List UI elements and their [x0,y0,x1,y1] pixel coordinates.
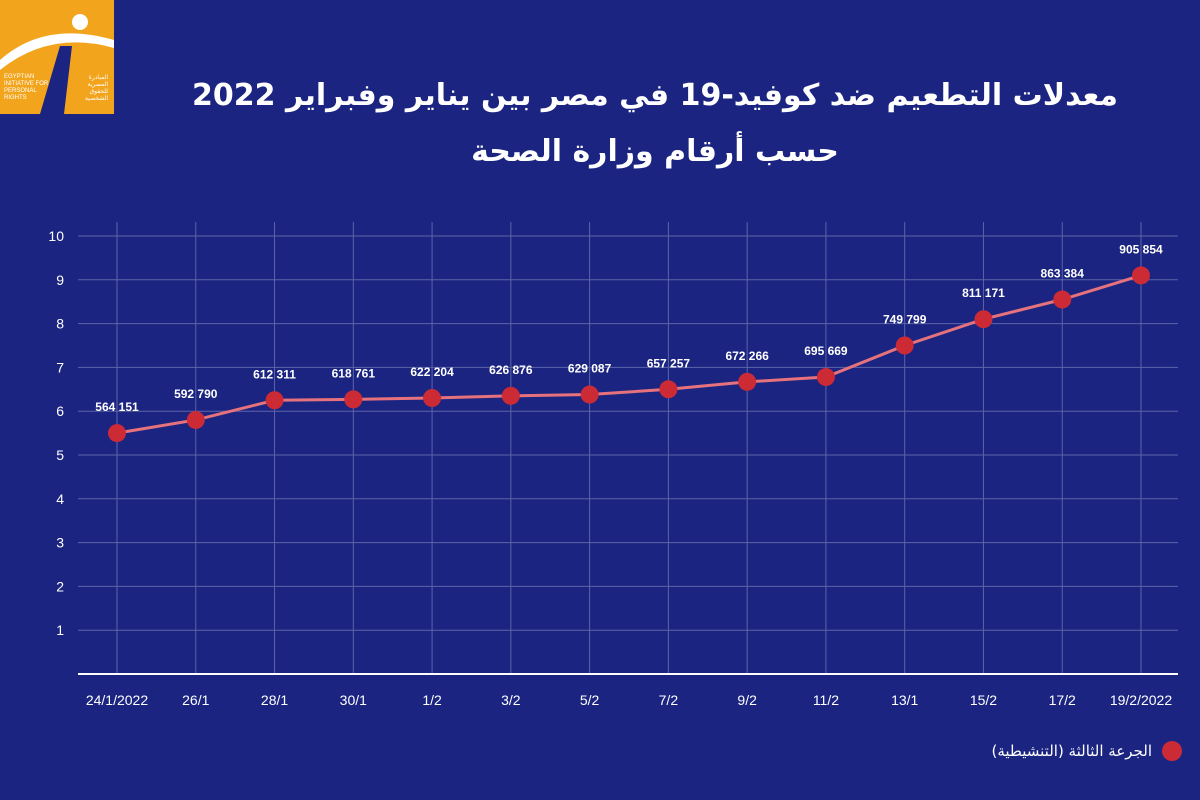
y-tick-label: 1 [56,622,64,638]
x-tick-label: 11/2 [813,692,839,708]
y-tick-label: 7 [56,359,64,375]
data-label: 612 311 [253,367,296,381]
x-tick-label: 19/2/2022 [1110,692,1172,708]
data-point [108,424,126,443]
data-label: 905 854 [1119,242,1163,256]
legend: الجرعة الثالثة (التنشيطية) [992,741,1182,761]
data-point [895,336,914,355]
x-tick-label: 24/1/2022 [86,692,148,708]
data-label: 629 087 [568,362,612,376]
y-tick-label: 3 [56,535,64,551]
data-point [738,372,757,391]
series-line [116,273,1142,435]
x-tick-label: 26/1 [182,692,209,708]
road-person-logo-icon [0,14,114,114]
eipr-logo: EGYPTIAN INITIATIVE FOR PERSONAL RIGHTS … [0,0,114,114]
data-point [659,380,678,399]
chart-subtitle: حسب أرقام وزارة الصحة [471,134,839,169]
x-tick-label: 9/2 [737,692,757,708]
logo-text-en: EGYPTIAN INITIATIVE FOR PERSONAL RIGHTS [4,74,49,101]
data-point [580,385,599,404]
data-label: 749 799 [883,313,927,327]
data-point [186,410,205,429]
data-point [265,391,284,410]
x-tick-label: 15/2 [970,692,997,708]
y-tick-label: 5 [56,447,64,463]
axes: 1 2 3 4 5 6 7 8 9 10 24/1/2022 26/1 28/1 30/1 1/2 3/2 5/… [48,228,1178,708]
grid-lines [78,222,1178,674]
x-tick-label: 7/2 [659,692,679,708]
logo-text-ar: المبادرة المصرية للحقوق الشخصية [85,74,108,102]
data-label: 564 151 [95,400,139,414]
x-tick-label: 17/2 [1049,692,1076,708]
x-tick-label: 5/2 [580,692,600,708]
y-tick-label: 4 [56,491,64,507]
x-tick-label: 30/1 [340,692,367,708]
x-tick-label: 13/1 [891,692,918,708]
data-point [974,310,993,329]
data-label: 657 257 [647,356,691,370]
data-label: 622 204 [410,365,454,379]
chart-title: معدلات التطعيم ضد كوفيد-19 في مصر بين ين… [192,78,1118,113]
data-point [344,390,363,409]
data-point [1053,290,1072,309]
data-label: 592 790 [174,387,218,401]
y-tick-label: 6 [56,403,64,419]
data-point [1132,266,1150,285]
data-label: 811 171 [962,286,1005,300]
y-tick-label: 9 [56,272,64,288]
data-point [501,386,520,405]
legend-marker [1162,741,1182,761]
legend-label: الجرعة الثالثة (التنشيطية) [991,742,1152,760]
data-label: 863 384 [1041,267,1085,281]
series-points: 564 151 592 790 612 311 618 761 622 204 626 8… [95,242,1163,443]
x-tick-label: 3/2 [501,692,521,708]
x-tick-label: 28/1 [261,692,288,708]
y-tick-label: 2 [56,578,64,594]
data-label: 618 761 [332,366,376,380]
data-point [423,389,442,408]
y-tick-label: 8 [56,316,64,332]
series-line-layer [116,273,1142,435]
data-point [816,368,835,387]
data-label: 626 876 [489,363,533,377]
x-tick-label: 1/2 [422,692,442,708]
data-label: 695 669 [804,344,848,358]
y-tick-label: 10 [48,228,64,244]
data-label: 672 266 [725,349,769,363]
